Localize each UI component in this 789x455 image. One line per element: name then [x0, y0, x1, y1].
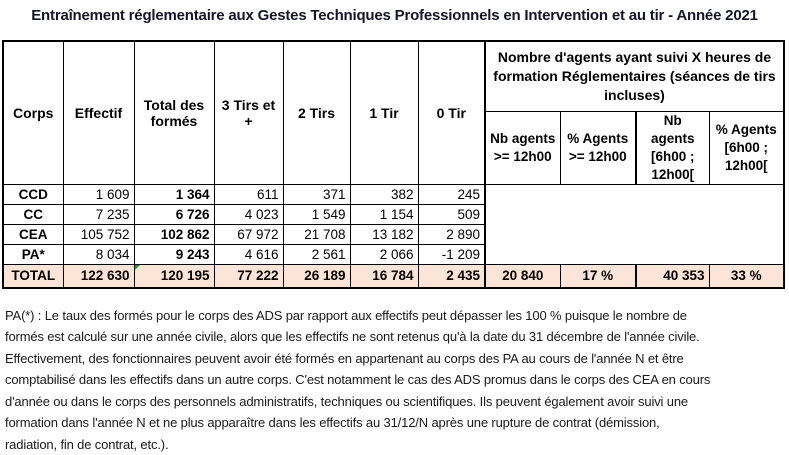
col-header-total-formes: Total des formés	[134, 41, 214, 184]
sub-header-nb-agents-6h-12h: Nb agents [6h00 ; 12h00[	[636, 111, 709, 184]
table-cell: 611	[214, 184, 283, 204]
table-cell: 33 %	[709, 264, 784, 288]
table-cell: 105 752	[63, 224, 134, 244]
total-formes-value: 120 195	[161, 268, 210, 283]
col-header-corps: Corps	[3, 41, 63, 184]
table-cell: 7 235	[63, 204, 134, 224]
table-cell: 26 189	[283, 264, 350, 288]
table-cell: 2 890	[418, 224, 485, 244]
table-cell: 102 862	[134, 224, 214, 244]
table-cell: 17 %	[560, 264, 636, 288]
table-cell: 13 182	[350, 224, 418, 244]
table-cell: 67 972	[214, 224, 283, 244]
table-cell: 16 784	[350, 264, 418, 288]
table-cell: 120 195	[134, 264, 214, 288]
sub-header-pct-agents-6h-12h: % Agents [6h00 ; 12h00[	[709, 111, 784, 184]
table-cell: 2 066	[350, 244, 418, 264]
col-header-3-tirs: 3 Tirs et +	[214, 41, 283, 184]
page-title: Entraînement réglementaire aux Gestes Te…	[0, 0, 789, 24]
table-cell: 21 708	[283, 224, 350, 244]
table-cell: 245	[418, 184, 485, 204]
table-cell: 4 616	[214, 244, 283, 264]
table-cell: 6 726	[134, 204, 214, 224]
col-header-0-tir: 0 Tir	[418, 41, 485, 184]
table-cell: 1 549	[283, 204, 350, 224]
sub-header-pct-agents-12h: % Agents >= 12h00	[560, 111, 636, 184]
table-cell: 382	[350, 184, 418, 204]
table-cell: 2 435	[418, 264, 485, 288]
group-header-heures-formation: Nombre d'agents ayant suivi X heures de …	[485, 41, 784, 111]
table-cell: 122 630	[63, 264, 134, 288]
table-cell: 1 609	[63, 184, 134, 204]
row-label-cea: CEA	[3, 224, 63, 244]
table-cell: 77 222	[214, 264, 283, 288]
row-label-pa: PA*	[3, 244, 63, 264]
table-row-total: TOTAL 122 630 120 195 77 222 26 189 16 7…	[3, 264, 784, 288]
col-header-2-tirs: 2 Tirs	[283, 41, 350, 184]
table-row-ccd: CCD 1 609 1 364 611 371 382 245	[3, 184, 784, 204]
row-label-cc: CC	[3, 204, 63, 224]
table-cell: -1 209	[418, 244, 485, 264]
table-cell: 8 034	[63, 244, 134, 264]
training-table: Corps Effectif Total des formés 3 Tirs e…	[2, 40, 785, 289]
table-cell: 1 364	[134, 184, 214, 204]
table-cell: 509	[418, 204, 485, 224]
row-label-total: TOTAL	[3, 264, 63, 288]
sub-header-nb-agents-12h: Nb agents >= 12h00	[485, 111, 560, 184]
table-cell: 9 243	[134, 244, 214, 264]
table-cell: 371	[283, 184, 350, 204]
excel-error-indicator-icon	[135, 265, 140, 270]
col-header-effectif: Effectif	[63, 41, 134, 184]
table-cell: 40 353	[636, 264, 709, 288]
row-label-ccd: CCD	[3, 184, 63, 204]
merged-empty-region	[485, 184, 784, 264]
table-cell: 1 154	[350, 204, 418, 224]
table-cell: 20 840	[485, 264, 560, 288]
table-cell: 2 561	[283, 244, 350, 264]
col-header-1-tir: 1 Tir	[350, 41, 418, 184]
footnote-pa-explanation: PA(*) : Le taux des formés pour le corps…	[5, 305, 787, 455]
table-cell: 4 023	[214, 204, 283, 224]
